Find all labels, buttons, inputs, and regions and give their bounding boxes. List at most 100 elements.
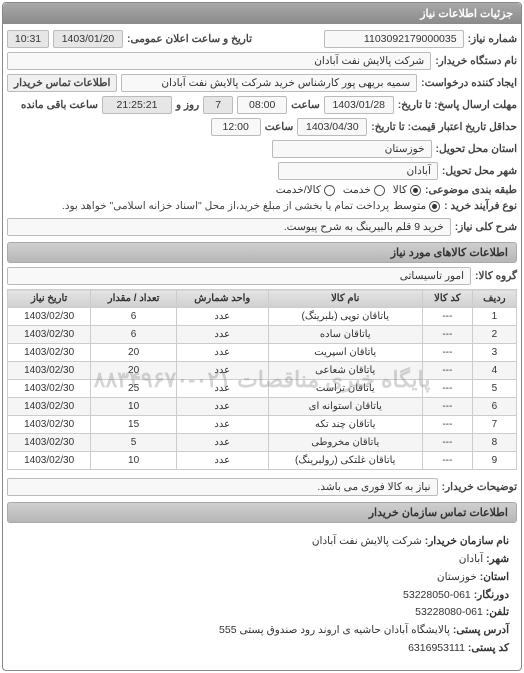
process-option-medium[interactable]: متوسط xyxy=(393,200,440,212)
table-cell: یاتاقان استوانه ای xyxy=(268,398,422,416)
table-cell: عدد xyxy=(176,452,268,470)
buyer-notes-label: توضیحات خریدار: xyxy=(442,481,517,493)
table-cell: --- xyxy=(422,380,472,398)
buyer-org-value: شرکت پالایش نفت آبادان xyxy=(7,52,431,70)
province-label: استان محل تحویل: xyxy=(436,143,517,155)
contact-section-title: اطلاعات تماس سازمان خریدار xyxy=(7,502,517,523)
city-value: آبادان xyxy=(278,162,438,180)
table-cell: عدد xyxy=(176,416,268,434)
table-cell: --- xyxy=(422,398,472,416)
need-title-value: خرید 9 قلم بالبیرینگ به شرح پیوست. xyxy=(7,218,451,236)
table-cell: 25 xyxy=(91,380,177,398)
item-group-value: امور تاسیساتی xyxy=(7,267,471,285)
radio-icon xyxy=(429,201,440,212)
radio-label: کالا/خدمت xyxy=(276,184,321,196)
radio-icon xyxy=(410,185,421,196)
contact-fax-value: 061-53228050 xyxy=(403,589,471,601)
days-label: روز و xyxy=(176,99,199,111)
validity-time-value: 12:00 xyxy=(211,118,261,136)
items-col-3: واحد شمارش xyxy=(176,290,268,308)
items-col-5: تاریخ نیاز xyxy=(8,290,91,308)
table-cell: 20 xyxy=(91,362,177,380)
contact-phone-value: 061-53228080 xyxy=(415,606,483,618)
table-cell: --- xyxy=(422,326,472,344)
table-cell: 1403/02/30 xyxy=(8,308,91,326)
table-cell: 8 xyxy=(472,434,516,452)
table-row: 5---یاتاقان تراستعدد251403/02/30 xyxy=(8,380,517,398)
table-cell: 4 xyxy=(472,362,516,380)
process-type-radio-group: متوسط xyxy=(393,200,440,212)
need-no-label: شماره نیاز: xyxy=(468,33,517,45)
validity-date-value: 1403/04/30 xyxy=(297,118,367,136)
table-cell: عدد xyxy=(176,326,268,344)
table-cell: یاتاقان توپی (بلبرینگ) xyxy=(268,308,422,326)
announce-datetime-label: تاریخ و ساعت اعلان عمومی: xyxy=(127,33,252,45)
contact-fax-label: دورنگار: xyxy=(474,589,509,601)
table-cell: 20 xyxy=(91,344,177,362)
items-col-2: نام کالا xyxy=(268,290,422,308)
item-group-label: گروه کالا: xyxy=(475,270,517,282)
radio-icon xyxy=(374,185,385,196)
contact-address-label: آدرس پستی: xyxy=(453,624,509,636)
requester-label: ایجاد کننده درخواست: xyxy=(421,77,517,89)
need-no-value: 1103092179000035 xyxy=(324,30,464,48)
items-table: ردیفکد کالانام کالاواحد شمارشتعداد / مقد… xyxy=(7,289,517,470)
table-cell: یاتاقان تراست xyxy=(268,380,422,398)
items-section-title: اطلاعات کالاهای مورد نیاز xyxy=(7,242,517,263)
table-row: 9---یاتاقان غلتکی (رولبرینگ)عدد101403/02… xyxy=(8,452,517,470)
announce-date-value: 1403/01/20 xyxy=(53,30,123,48)
contact-postal-value: 6316953111 xyxy=(408,642,465,654)
buyer-org-label: نام دستگاه خریدار: xyxy=(435,55,517,67)
buyer-contact-button[interactable]: اطلاعات تماس خریدار xyxy=(7,74,117,92)
process-note: پرداخت تمام یا بخشی از مبلغ خرید،از محل … xyxy=(62,200,389,212)
items-table-wrap: ردیفکد کالانام کالاواحد شمارشتعداد / مقد… xyxy=(7,289,517,470)
radio-label: کالا xyxy=(393,184,407,196)
table-cell: --- xyxy=(422,452,472,470)
table-cell: یاتاقان غلتکی (رولبرینگ) xyxy=(268,452,422,470)
panel-title: جزئیات اطلاعات نیاز xyxy=(3,3,521,24)
contact-city-value: آبادان xyxy=(459,553,483,565)
deadline-label: مهلت ارسال پاسخ: تا تاریخ: xyxy=(398,99,517,111)
table-cell: عدد xyxy=(176,380,268,398)
budget-option-goods[interactable]: کالا xyxy=(393,184,421,196)
panel-body: شماره نیاز: 1103092179000035 تاریخ و ساع… xyxy=(3,24,521,670)
validity-label: حداقل تاریخ اعتبار قیمت: تا تاریخ: xyxy=(371,121,517,133)
need-title-label: شرح کلی نیاز: xyxy=(455,221,517,233)
table-cell: یاتاقان چند تکه xyxy=(268,416,422,434)
budget-option-both[interactable]: کالا/خدمت xyxy=(276,184,335,196)
contact-postal-label: کد پستی: xyxy=(468,642,509,654)
contact-block: نام سازمان خریدار: شرکت پالایش نفت آبادا… xyxy=(7,527,517,664)
table-row: 1---یاتاقان توپی (بلبرینگ)عدد61403/02/30 xyxy=(8,308,517,326)
contact-province-label: استان: xyxy=(480,571,509,583)
buyer-notes-value: نیاز به کالا فوری می باشد. xyxy=(7,478,438,496)
table-cell: --- xyxy=(422,434,472,452)
remaining-label: ساعت باقی مانده xyxy=(21,99,98,111)
table-cell: 10 xyxy=(91,398,177,416)
contact-city-label: شهر: xyxy=(486,553,509,565)
city-label: شهر محل تحویل: xyxy=(442,165,517,177)
items-col-1: کد کالا xyxy=(422,290,472,308)
deadline-date-value: 1403/01/28 xyxy=(324,96,394,114)
table-cell: 15 xyxy=(91,416,177,434)
table-cell: 2 xyxy=(472,326,516,344)
contact-phone-label: تلفن: xyxy=(486,606,509,618)
budget-class-label: طبقه بندی موضوعی: xyxy=(425,184,517,196)
table-row: 3---یاتاقان اسپریتعدد201403/02/30 xyxy=(8,344,517,362)
contact-province-value: خوزستان xyxy=(437,571,477,583)
table-cell: 1 xyxy=(472,308,516,326)
table-cell: 10 xyxy=(91,452,177,470)
table-cell: --- xyxy=(422,416,472,434)
table-row: 4---یاتاقان شعاعیعدد201403/02/30 xyxy=(8,362,517,380)
validity-time-label: ساعت xyxy=(265,121,294,133)
table-cell: عدد xyxy=(176,398,268,416)
table-cell: عدد xyxy=(176,344,268,362)
budget-class-radio-group: کالا خدمت کالا/خدمت xyxy=(276,184,421,196)
items-col-0: ردیف xyxy=(472,290,516,308)
table-cell: 1403/02/30 xyxy=(8,434,91,452)
contact-org-value: شرکت پالایش نفت آبادان xyxy=(312,535,422,547)
contact-org-label: نام سازمان خریدار: xyxy=(425,535,509,547)
table-cell: 1403/02/30 xyxy=(8,416,91,434)
budget-option-service[interactable]: خدمت xyxy=(343,184,385,196)
table-cell: یاتاقان اسپریت xyxy=(268,344,422,362)
contact-address-value: پالایشگاه آبادان حاشیه ی اروند رود صندوق… xyxy=(219,624,450,636)
